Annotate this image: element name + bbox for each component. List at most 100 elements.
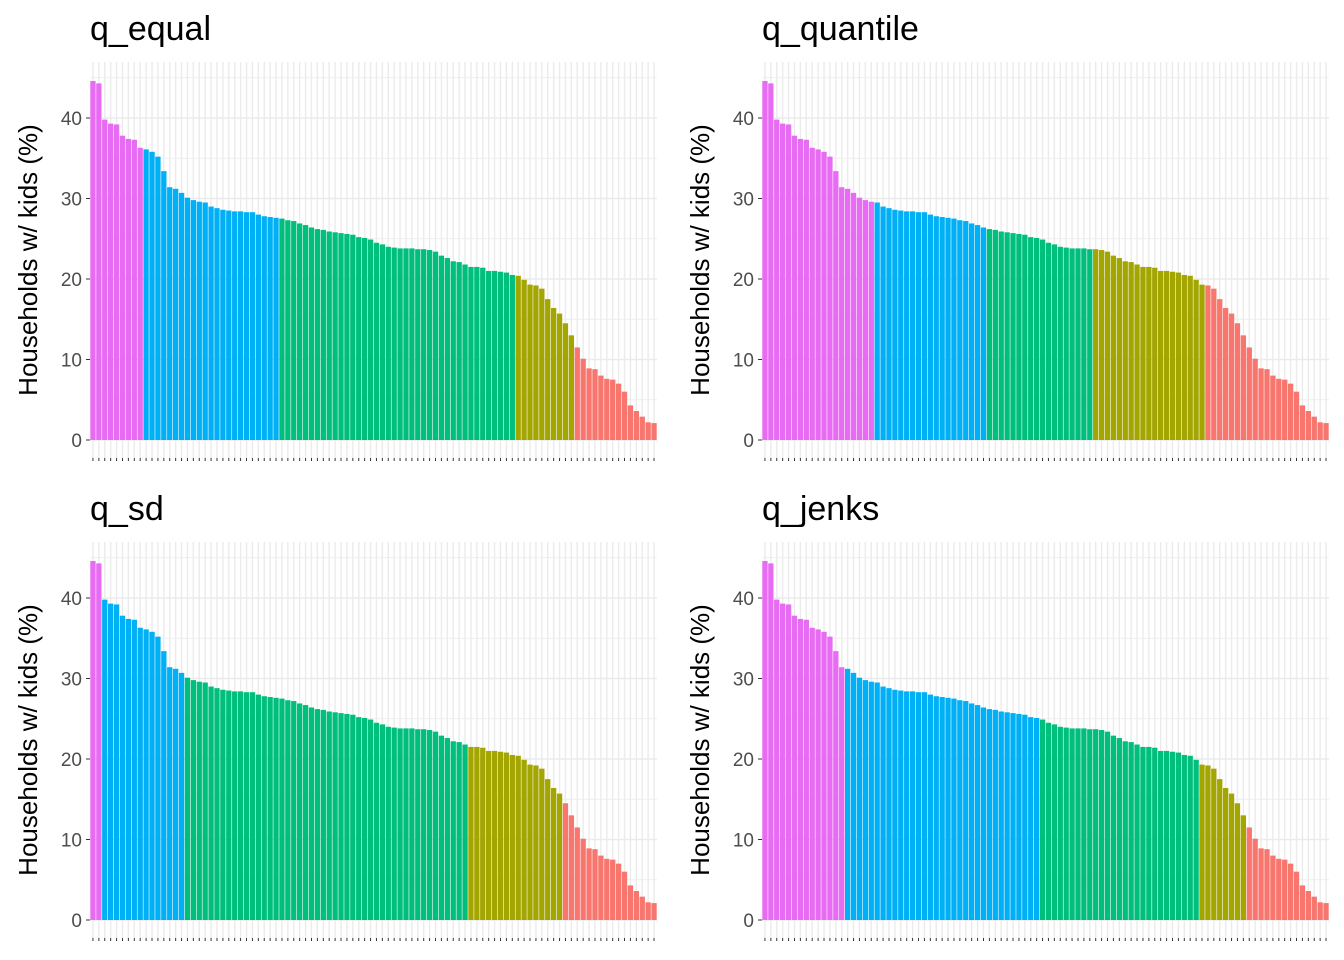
bar	[969, 223, 975, 440]
bar	[491, 750, 498, 920]
bar	[868, 201, 874, 440]
bar	[444, 258, 450, 440]
bar	[1276, 858, 1282, 920]
bar	[539, 768, 545, 920]
bar	[862, 680, 869, 920]
bar	[308, 707, 315, 920]
bar	[403, 248, 409, 440]
bar	[951, 218, 957, 440]
bar	[167, 667, 173, 920]
bar	[797, 618, 804, 920]
bar	[874, 682, 880, 920]
bar	[886, 208, 892, 440]
bar	[880, 206, 886, 440]
y-grid	[762, 77, 1329, 441]
bar	[1205, 285, 1211, 440]
bar	[839, 187, 845, 440]
bar	[945, 697, 951, 920]
bar	[1163, 270, 1170, 440]
bar	[438, 255, 445, 440]
bar	[450, 741, 456, 920]
bar	[1045, 722, 1052, 920]
bar	[267, 217, 273, 440]
bar	[379, 724, 386, 920]
bar	[562, 803, 569, 920]
bar	[986, 709, 993, 920]
bar	[155, 156, 161, 440]
bar	[391, 247, 397, 440]
bar	[1016, 233, 1022, 440]
bar	[155, 636, 161, 920]
bar	[633, 891, 639, 920]
bar	[1140, 746, 1146, 920]
bar	[119, 615, 126, 920]
bar	[1240, 815, 1247, 920]
bar	[397, 728, 403, 920]
bar	[1169, 271, 1176, 440]
bar	[998, 231, 1004, 440]
bar	[285, 700, 291, 920]
bar	[1022, 714, 1028, 920]
bar	[326, 231, 332, 440]
bar	[768, 83, 774, 440]
bar	[1022, 234, 1028, 440]
bar	[161, 171, 167, 440]
bar	[373, 722, 380, 920]
bar	[927, 214, 933, 440]
bar	[208, 206, 214, 440]
bar	[1282, 379, 1288, 440]
bar	[1193, 759, 1199, 920]
y-tick-label: 30	[61, 190, 82, 211]
bar	[1252, 358, 1258, 440]
bar	[1282, 859, 1288, 920]
bar	[468, 266, 474, 440]
bar	[108, 603, 114, 920]
bar	[533, 765, 539, 920]
bar	[202, 682, 208, 920]
bar	[844, 188, 851, 440]
y-tick-label: 40	[61, 109, 82, 130]
bar	[1293, 391, 1300, 440]
bar	[361, 717, 368, 920]
bar	[1323, 423, 1329, 440]
chart-title: q_sd	[90, 490, 164, 528]
x-ticks	[764, 458, 1327, 461]
bar	[1287, 383, 1294, 440]
bar	[545, 779, 551, 920]
bar	[515, 755, 521, 920]
bar	[1087, 249, 1093, 440]
bar	[497, 271, 504, 440]
bar	[998, 711, 1004, 920]
bar	[143, 149, 149, 440]
bar	[639, 896, 645, 920]
bar	[1193, 279, 1199, 440]
bars	[762, 80, 1329, 441]
bar	[604, 858, 610, 920]
bar	[261, 216, 267, 440]
bar	[809, 147, 815, 440]
bar	[574, 347, 580, 440]
bar	[1264, 369, 1270, 440]
bar	[762, 80, 768, 440]
bar	[1169, 751, 1176, 920]
bar	[397, 248, 403, 440]
bar	[102, 119, 108, 441]
bar	[915, 692, 922, 920]
y-tick-label: 40	[733, 589, 754, 610]
bar	[1270, 375, 1276, 440]
bar	[462, 264, 468, 440]
bar	[338, 233, 344, 440]
bar	[1158, 750, 1164, 920]
bar	[113, 604, 120, 920]
bar	[545, 299, 551, 440]
bar	[592, 369, 598, 440]
bar	[308, 227, 315, 440]
bar	[385, 246, 391, 440]
bar	[850, 672, 857, 920]
bar	[980, 227, 987, 440]
bar	[320, 229, 326, 440]
bar	[208, 686, 214, 920]
plot-background	[762, 542, 1329, 938]
bar	[1134, 264, 1140, 440]
bar	[580, 838, 586, 920]
